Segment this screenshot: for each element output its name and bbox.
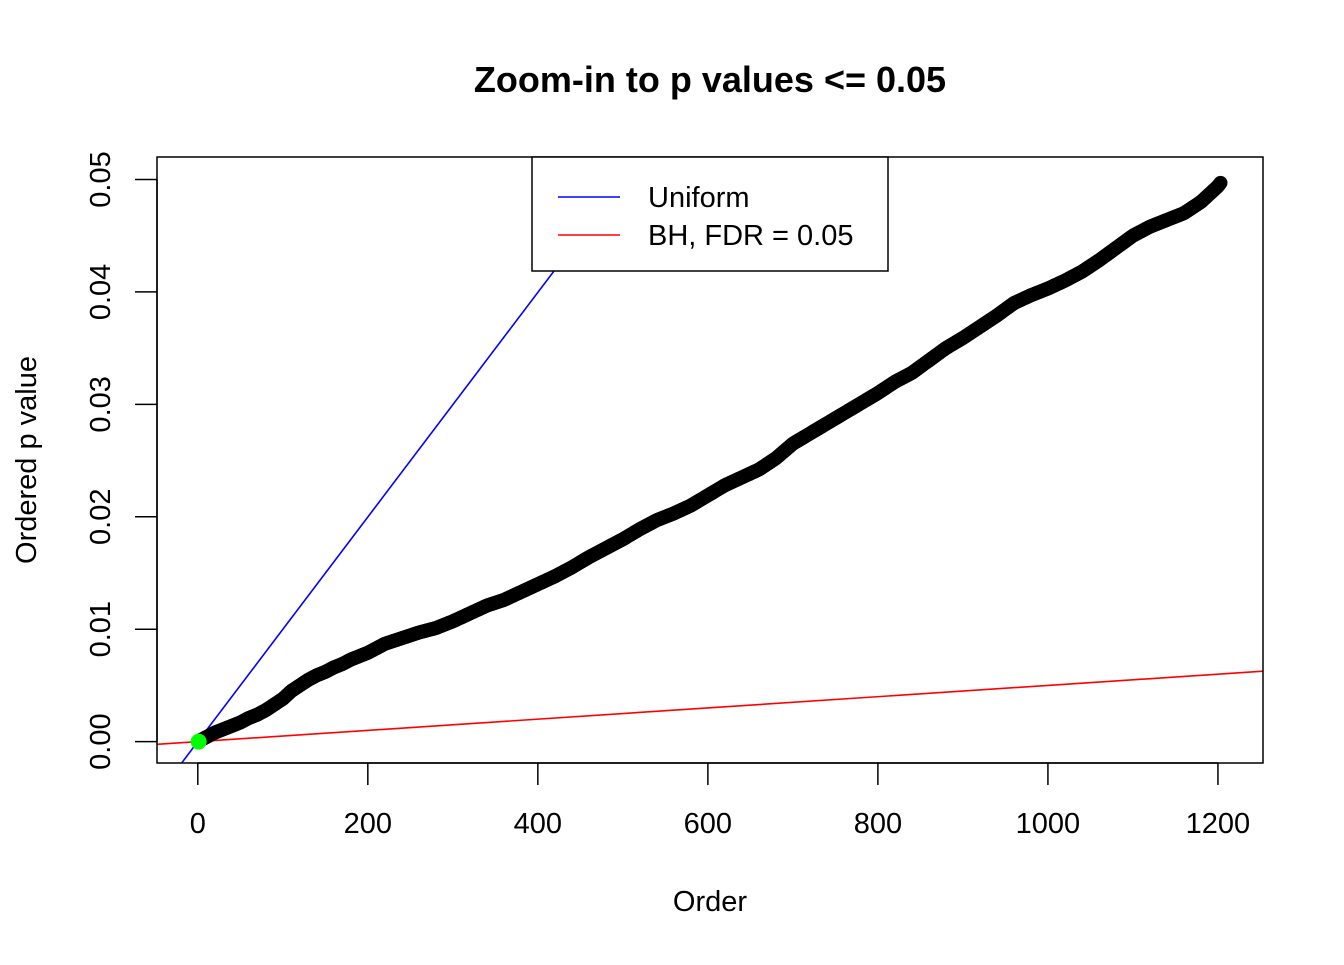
x-axis: 0 200 400 600 800 1000 1200 — [190, 762, 1251, 840]
y-tick-label: 0.02 — [85, 489, 117, 545]
y-tick-label: 0.00 — [85, 713, 117, 769]
x-axis-label: Order — [673, 886, 747, 918]
y-axis-label: Ordered p value — [11, 356, 43, 564]
legend: Uniform BH, FDR = 0.05 — [531, 156, 889, 272]
data-point — [1213, 175, 1228, 190]
x-tick-label: 1000 — [1016, 808, 1081, 840]
data-points — [190, 175, 1228, 750]
y-axis: 0.00 0.01 0.02 0.03 0.04 0.05 — [85, 151, 158, 770]
reference-line-1 — [157, 670, 1263, 746]
legend-label-uniform: Uniform — [648, 182, 750, 214]
x-tick-label: 600 — [684, 808, 732, 840]
y-tick-label: 0.04 — [85, 264, 117, 320]
chart-title: Zoom-in to p values <= 0.05 — [474, 59, 946, 100]
legend-label-bh: BH, FDR = 0.05 — [648, 220, 854, 252]
y-tick-label: 0.03 — [85, 376, 117, 432]
x-tick-label: 200 — [344, 808, 392, 840]
x-tick-label: 800 — [854, 808, 902, 840]
y-tick-label: 0.05 — [85, 151, 117, 207]
x-tick-label: 400 — [514, 808, 562, 840]
reference-lines — [157, 157, 1263, 763]
x-tick-label: 0 — [190, 808, 206, 840]
x-tick-label: 1200 — [1186, 808, 1251, 840]
legend-box — [531, 156, 889, 272]
highlight-point — [190, 733, 207, 750]
reference-line-0 — [180, 157, 642, 763]
y-tick-label: 0.01 — [85, 601, 117, 657]
